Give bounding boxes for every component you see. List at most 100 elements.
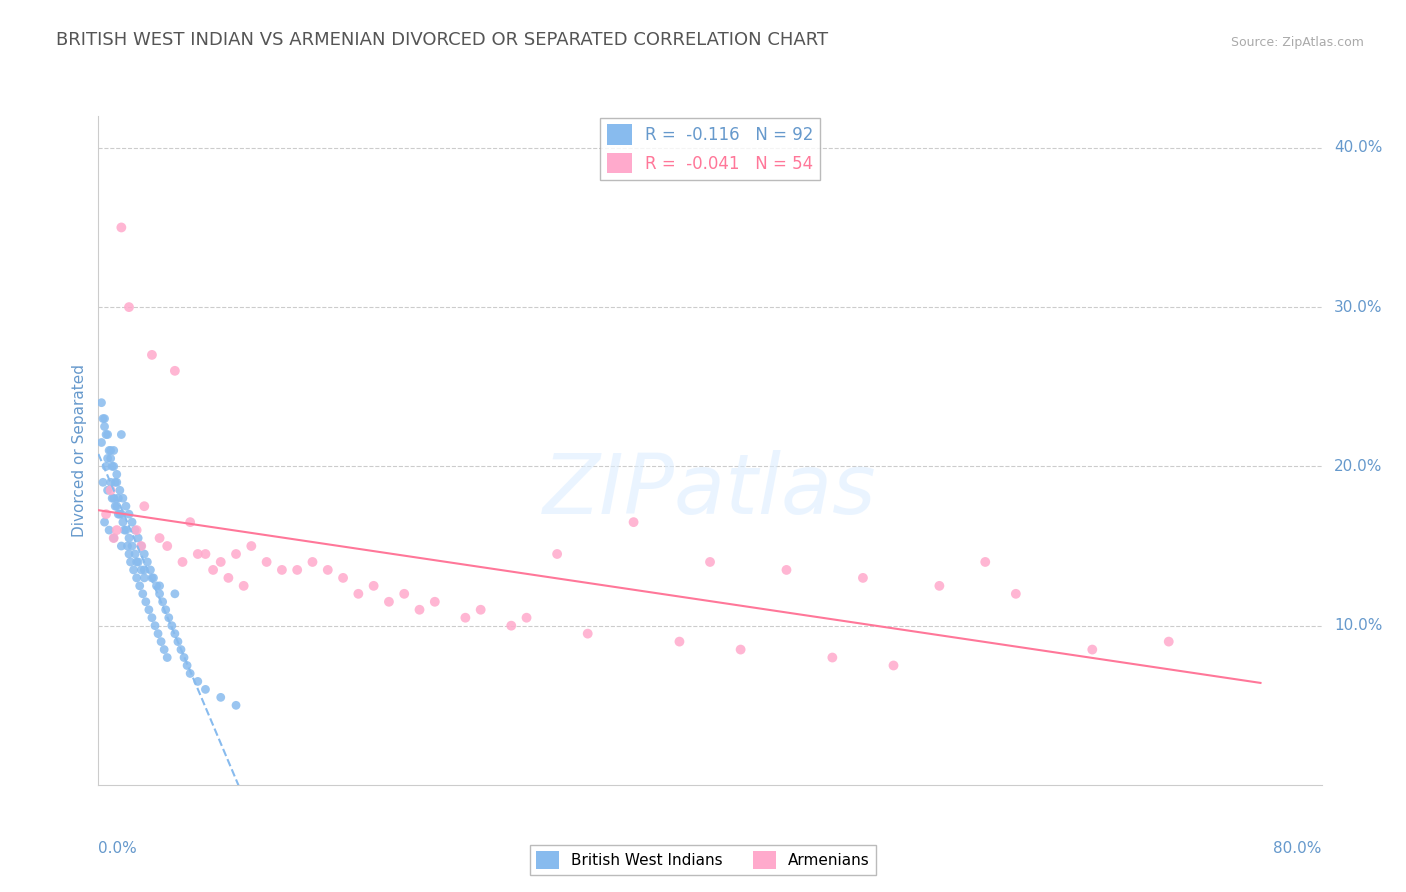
Point — [135, 595, 157, 609]
Point — [363, 579, 385, 593]
Point — [149, 587, 172, 601]
Point — [143, 618, 166, 632]
Point — [121, 515, 143, 529]
Point — [98, 523, 121, 537]
Point — [94, 459, 117, 474]
Point — [124, 547, 146, 561]
Point — [775, 563, 797, 577]
Point — [112, 523, 135, 537]
Point — [668, 634, 690, 648]
Point — [146, 626, 169, 640]
Point — [852, 571, 875, 585]
Point — [134, 500, 156, 514]
Text: BRITISH WEST INDIAN VS ARMENIAN DIVORCED OR SEPARATED CORRELATION CHART: BRITISH WEST INDIAN VS ARMENIAN DIVORCED… — [56, 31, 828, 49]
Point — [111, 515, 134, 529]
Point — [101, 491, 124, 506]
Point — [100, 451, 122, 466]
Point — [217, 571, 239, 585]
Point — [120, 555, 142, 569]
Point — [423, 595, 446, 609]
Point — [94, 427, 117, 442]
Point — [883, 658, 905, 673]
Point — [93, 411, 115, 425]
Point — [1157, 634, 1180, 648]
Point — [118, 507, 141, 521]
Point — [928, 579, 950, 593]
Point — [546, 547, 568, 561]
Point — [108, 507, 131, 521]
Point — [103, 531, 125, 545]
Point — [103, 443, 125, 458]
Point — [152, 595, 174, 609]
Point — [108, 483, 131, 498]
Point — [125, 555, 148, 569]
Point — [516, 611, 538, 625]
Point — [232, 579, 254, 593]
Text: 30.0%: 30.0% — [1334, 300, 1382, 315]
Point — [332, 571, 354, 585]
Point — [145, 579, 167, 593]
Point — [454, 611, 477, 625]
Point — [157, 611, 180, 625]
Point — [100, 443, 122, 458]
Point — [225, 698, 247, 713]
Point — [129, 563, 152, 577]
Text: 0.0%: 0.0% — [98, 840, 138, 855]
Point — [129, 539, 152, 553]
Point — [176, 658, 198, 673]
Point — [378, 595, 401, 609]
Point — [124, 523, 146, 537]
Point — [125, 523, 148, 537]
Point — [156, 539, 179, 553]
Point — [127, 555, 149, 569]
Point — [103, 491, 125, 506]
Legend: R =  -0.116   N = 92, R =  -0.041   N = 54: R = -0.116 N = 92, R = -0.041 N = 54 — [600, 118, 820, 180]
Point — [142, 571, 165, 585]
Point — [623, 515, 645, 529]
Point — [134, 571, 156, 585]
Point — [163, 587, 186, 601]
Point — [110, 539, 132, 553]
Point — [107, 507, 129, 521]
Point — [134, 563, 156, 577]
Point — [115, 523, 138, 537]
Point — [256, 555, 278, 569]
Point — [127, 531, 149, 545]
Point — [139, 563, 162, 577]
Point — [110, 507, 132, 521]
Point — [209, 690, 232, 705]
Point — [153, 642, 176, 657]
Point — [179, 666, 201, 681]
Point — [100, 475, 122, 490]
Text: ZIPatlas: ZIPatlas — [543, 450, 877, 531]
Text: 40.0%: 40.0% — [1334, 140, 1382, 155]
Point — [170, 642, 193, 657]
Point — [129, 539, 152, 553]
Point — [138, 603, 160, 617]
Point — [316, 563, 339, 577]
Point — [470, 603, 492, 617]
Point — [270, 563, 294, 577]
Point — [90, 395, 112, 409]
Text: 20.0%: 20.0% — [1334, 458, 1382, 474]
Point — [98, 443, 121, 458]
Point — [974, 555, 997, 569]
Point — [699, 555, 721, 569]
Point — [160, 618, 183, 632]
Point — [110, 427, 132, 442]
Point — [163, 364, 186, 378]
Point — [149, 579, 172, 593]
Point — [105, 467, 128, 482]
Text: 10.0%: 10.0% — [1334, 618, 1382, 633]
Point — [118, 547, 141, 561]
Point — [103, 459, 125, 474]
Point — [91, 411, 114, 425]
Point — [501, 618, 523, 632]
Point — [194, 547, 217, 561]
Point — [187, 674, 209, 689]
Point — [91, 475, 114, 490]
Point — [117, 539, 139, 553]
Point — [121, 539, 143, 553]
Point — [110, 220, 132, 235]
Point — [100, 483, 122, 498]
